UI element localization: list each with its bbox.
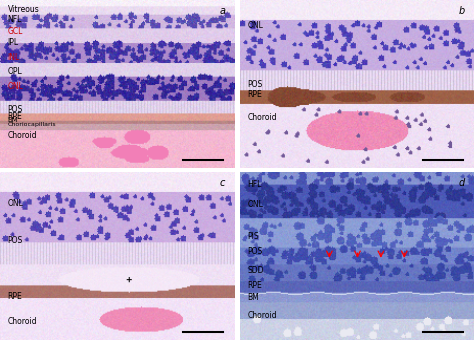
Text: IPL: IPL — [8, 38, 18, 47]
Text: ONL: ONL — [8, 200, 23, 208]
Text: PIS: PIS — [247, 232, 259, 241]
Text: RPE: RPE — [247, 281, 262, 290]
Text: OPL: OPL — [8, 67, 22, 76]
Text: POS: POS — [247, 247, 263, 256]
Text: ONL: ONL — [8, 82, 23, 91]
Text: Choroid: Choroid — [8, 132, 37, 140]
Text: b: b — [459, 5, 465, 16]
Text: NFL: NFL — [8, 15, 22, 24]
Text: SDD: SDD — [247, 266, 264, 275]
Text: a: a — [219, 5, 225, 16]
Text: c: c — [220, 178, 225, 188]
Text: d: d — [459, 178, 465, 188]
Text: RPE: RPE — [8, 112, 22, 121]
Text: POS: POS — [8, 236, 23, 245]
Text: GCL: GCL — [8, 27, 23, 36]
Text: RPE: RPE — [8, 292, 22, 301]
Text: ONL: ONL — [247, 21, 264, 30]
Text: Choroid: Choroid — [8, 317, 37, 326]
Text: RPE: RPE — [247, 90, 262, 99]
Text: POS: POS — [247, 80, 263, 89]
Text: Choroid: Choroid — [247, 113, 277, 122]
Text: BM: BM — [8, 117, 18, 123]
Text: INL: INL — [8, 53, 20, 63]
Text: POS: POS — [8, 105, 23, 115]
Text: Choriocapillaris: Choriocapillaris — [8, 122, 56, 127]
Text: ONL: ONL — [247, 200, 264, 209]
Text: HFL: HFL — [247, 180, 262, 189]
Text: BM: BM — [247, 293, 259, 302]
Text: Choroid: Choroid — [247, 311, 277, 320]
Text: Vitreous: Vitreous — [8, 5, 39, 14]
